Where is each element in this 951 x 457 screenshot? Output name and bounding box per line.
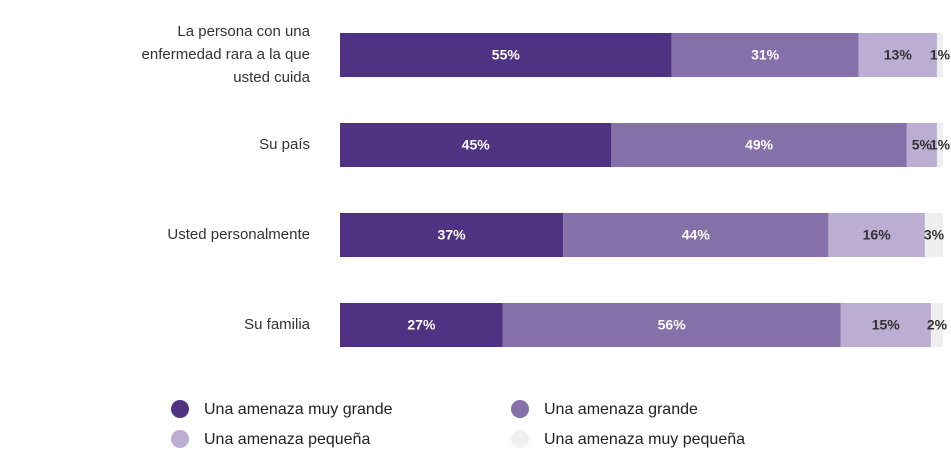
value-label: 27%	[407, 317, 436, 333]
legend-marker	[511, 400, 529, 418]
bar-segment	[611, 123, 907, 167]
value-label: 55%	[492, 47, 521, 63]
value-label: 49%	[745, 137, 774, 153]
value-label: 15%	[872, 317, 901, 333]
bar-segment	[936, 123, 943, 167]
bar-segment	[906, 123, 937, 167]
bar-segment	[340, 33, 672, 77]
category-label: Su familia	[244, 316, 311, 333]
value-label: 56%	[658, 317, 687, 333]
bar-segment	[563, 213, 829, 257]
value-label: 44%	[682, 227, 711, 243]
legend-label: Una amenaza grande	[544, 401, 698, 418]
bar-segment	[840, 303, 931, 347]
legend-marker	[171, 400, 189, 418]
bar-segment	[858, 33, 937, 77]
category-label: Su país	[259, 136, 310, 153]
value-label: 3%	[924, 227, 945, 243]
value-label: 1%	[930, 137, 951, 153]
value-label: 16%	[863, 227, 892, 243]
legend-marker	[171, 430, 189, 448]
bar-segment	[671, 33, 859, 77]
bar-segment	[340, 213, 564, 257]
category-label: Usted personalmente	[167, 226, 310, 243]
bar-segment	[502, 303, 841, 347]
bar-segment	[930, 303, 943, 347]
value-label: 13%	[884, 47, 913, 63]
value-label: 31%	[751, 47, 780, 63]
bar-segment	[936, 33, 943, 77]
bar-segment	[828, 213, 925, 257]
value-label: 37%	[438, 227, 467, 243]
value-label: 2%	[927, 317, 948, 333]
legend-marker	[511, 430, 529, 448]
value-label: 45%	[462, 137, 491, 153]
bar-segment	[924, 213, 943, 257]
bar-segment	[340, 303, 503, 347]
category-label: La persona con una enfermedad rara a la q…	[142, 23, 311, 86]
legend-label: Una amenaza muy grande	[204, 401, 393, 418]
value-label: 5%	[912, 137, 933, 153]
value-label: 1%	[930, 47, 951, 63]
legend-label: Una amenaza pequeña	[204, 431, 370, 448]
bar-segment	[340, 123, 612, 167]
legend-label: Una amenaza muy pequeña	[544, 431, 745, 448]
